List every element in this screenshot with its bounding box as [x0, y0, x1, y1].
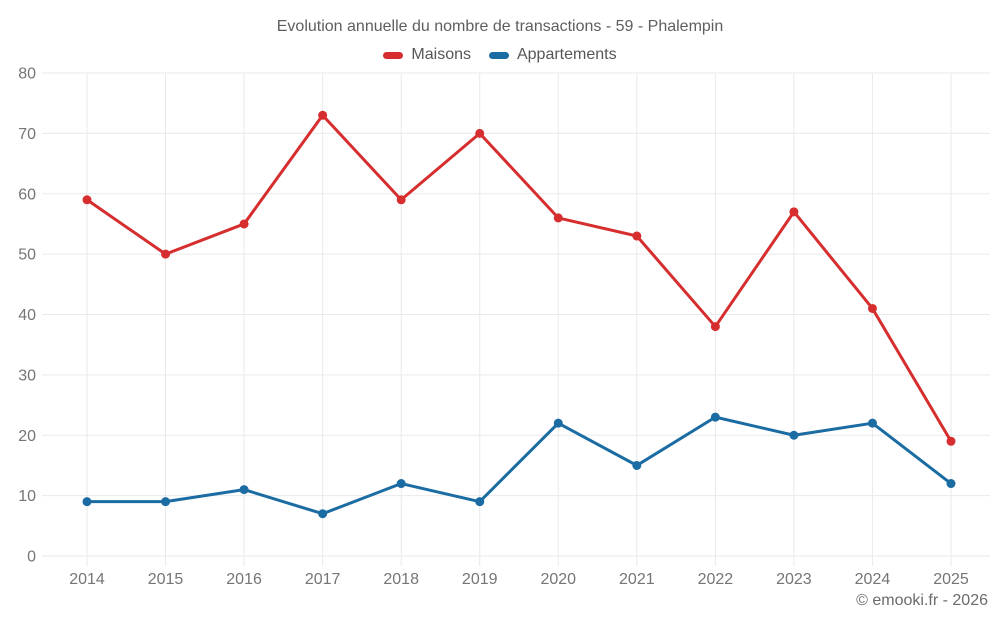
y-tick-label: 20: [18, 428, 36, 445]
y-tick-label: 40: [18, 307, 36, 324]
legend-label: Maisons: [411, 46, 471, 63]
y-tick-label: 80: [18, 66, 36, 83]
x-tick-label: 2016: [226, 571, 262, 588]
data-point-marker: [710, 322, 720, 332]
data-point-marker: [710, 412, 720, 422]
chart-title: Evolution annuelle du nombre de transact…: [276, 18, 724, 35]
data-point-marker: [161, 497, 171, 507]
x-tick-label: 2022: [698, 571, 734, 588]
data-point-marker: [239, 219, 249, 229]
x-tick-label: 2023: [776, 571, 812, 588]
data-point-marker: [867, 303, 877, 313]
x-tick-label: 2015: [148, 571, 184, 588]
data-point-marker: [318, 509, 328, 519]
x-tick-label: 2025: [933, 571, 969, 588]
data-point-marker: [239, 485, 249, 495]
x-tick-label: 2021: [619, 571, 655, 588]
data-point-marker: [789, 207, 799, 217]
data-point-marker: [789, 430, 799, 440]
y-tick-label: 60: [18, 186, 36, 203]
x-tick-label: 2018: [383, 571, 419, 588]
data-point-marker: [632, 460, 642, 470]
y-tick-label: 50: [18, 247, 36, 264]
data-point-marker: [318, 110, 328, 120]
x-tick-label: 2019: [462, 571, 498, 588]
legend-item-maisons[interactable]: Maisons: [383, 46, 471, 64]
data-point-marker: [475, 497, 485, 507]
legend-label: Appartements: [516, 46, 617, 63]
data-point-marker: [475, 128, 485, 138]
data-point-marker: [82, 195, 92, 205]
y-tick-label: 0: [27, 549, 36, 566]
data-point-marker: [632, 231, 642, 241]
data-point-marker: [82, 497, 92, 507]
x-tick-label: 2017: [305, 571, 341, 588]
data-point-marker: [553, 418, 563, 428]
legend-swatch-icon: [488, 51, 509, 59]
legend-item-appartements[interactable]: Appartements: [488, 46, 617, 64]
data-point-marker: [553, 213, 563, 223]
series-line-maisons: [85, 113, 953, 443]
legend-swatch-icon: [383, 51, 404, 59]
series-line-appartements: [85, 415, 953, 516]
x-tick-label: 2014: [69, 571, 105, 588]
x-tick-label: 2020: [540, 571, 576, 588]
watermark: © emooki.fr - 2026: [856, 592, 988, 609]
data-point-marker: [396, 479, 406, 489]
x-tick-label: 2024: [855, 571, 891, 588]
data-point-marker: [867, 418, 877, 428]
y-tick-label: 70: [18, 126, 36, 143]
data-point-marker: [161, 249, 171, 259]
data-point-marker: [946, 479, 956, 489]
data-point-marker: [946, 436, 956, 446]
data-point-marker: [396, 195, 406, 205]
y-tick-label: 10: [18, 488, 36, 505]
chart-legend: Maisons Appartements: [0, 46, 1000, 64]
y-tick-label: 30: [18, 367, 36, 384]
